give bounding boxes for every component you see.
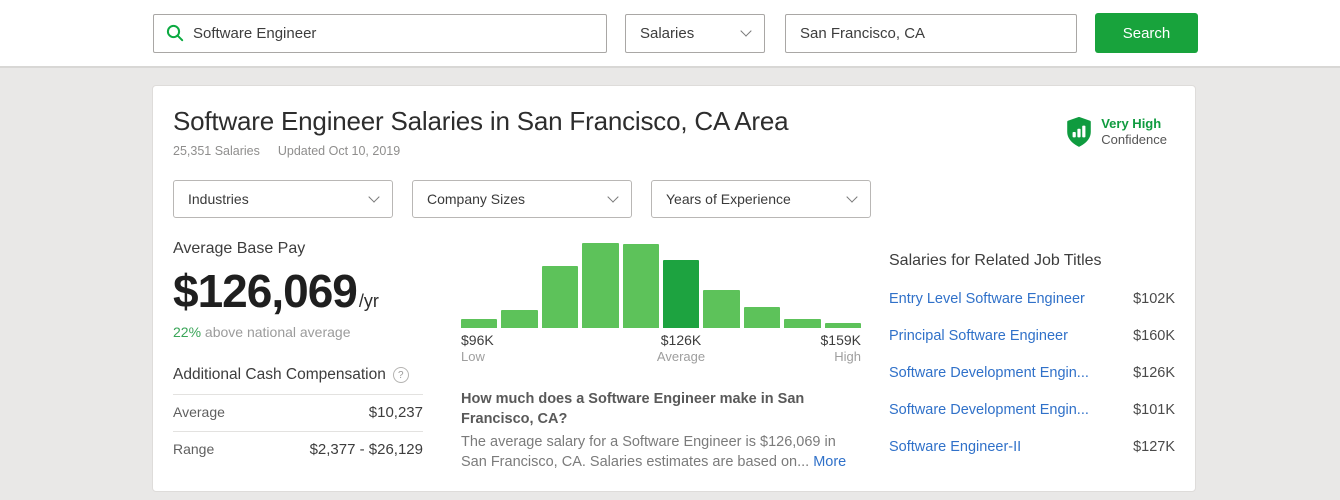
related-title-link[interactable]: Software Development Engin... [889, 402, 1089, 418]
updated-date: Updated Oct 10, 2019 [277, 144, 401, 158]
comp-row-label: Range [173, 441, 215, 457]
confidence-shield-icon [1067, 117, 1092, 148]
related-title-link[interactable]: Software Engineer-II [889, 439, 1022, 455]
related-title-salary: $101K [1133, 402, 1175, 418]
histogram-bar [622, 244, 660, 328]
salary-answer: The average salary for a Software Engine… [461, 432, 861, 473]
comparison-percent: 22% [173, 324, 202, 340]
related-titles-heading: Salaries for Related Job Titles [889, 252, 1102, 269]
search-button[interactable]: Search [1095, 13, 1198, 53]
comp-row-value: $2,377 - $26,129 [309, 441, 423, 458]
category-select-value: Salaries [640, 24, 695, 42]
search-input[interactable] [193, 24, 594, 42]
confidence-level: Very High [1101, 116, 1162, 131]
location-search-field[interactable] [785, 13, 1077, 53]
salary-question: How much does a Software Engineer make i… [461, 391, 805, 427]
related-title-row: Software Development Engin... $101K [889, 402, 1175, 418]
related-title-salary: $102K [1133, 291, 1175, 307]
related-title-salary: $126K [1133, 365, 1175, 381]
confidence-badge: Very High Confidence [1066, 116, 1167, 149]
filter-company-sizes-label: Company Sizes [427, 191, 526, 207]
salary-answer-text: The average salary for a Software Engine… [461, 434, 836, 471]
related-title-row: Software Engineer-II $127K [889, 439, 1175, 455]
comp-row-average: Average $10,237 [173, 394, 423, 421]
confidence-label: Confidence [1101, 132, 1167, 148]
salary-card: Software Engineer Salaries in San Franci… [152, 85, 1196, 492]
histogram-bars [461, 240, 862, 328]
search-icon [166, 24, 184, 42]
filter-years-experience-label: Years of Experience [666, 191, 791, 207]
related-title-link[interactable]: Principal Software Engineer [889, 328, 1068, 344]
chevron-down-icon [368, 191, 380, 203]
histogram-label-high: $159K High [820, 332, 861, 364]
average-base-pay-amount: $126,069 [173, 265, 358, 317]
national-average-comparison: 22% above national average [173, 324, 428, 340]
comp-row-label: Average [173, 404, 225, 420]
related-title-link[interactable]: Entry Level Software Engineer [889, 291, 1085, 307]
top-search-bar: Salaries Search [0, 0, 1340, 68]
histogram-bar [541, 266, 579, 328]
histogram-label-average: $126K Average [656, 332, 706, 364]
category-select[interactable]: Salaries [625, 13, 765, 53]
histogram-bar [703, 290, 740, 328]
related-title-row: Software Development Engin... $126K [889, 365, 1175, 381]
filter-years-experience[interactable]: Years of Experience [651, 180, 871, 218]
histogram-bar [501, 310, 538, 328]
chevron-down-icon [740, 25, 752, 37]
filter-industries-label: Industries [188, 191, 249, 207]
keyword-search-field[interactable] [153, 13, 607, 53]
salaries-count: 25,351 Salaries [173, 144, 260, 158]
chevron-down-icon [846, 191, 858, 203]
related-title-row: Entry Level Software Engineer $102K [889, 291, 1175, 307]
page-title: Software Engineer Salaries in San Franci… [173, 106, 789, 136]
comparison-text: above national average [201, 324, 351, 340]
histogram-bar [663, 260, 700, 328]
chevron-down-icon [607, 191, 619, 203]
related-title-row: Principal Software Engineer $160K [889, 328, 1175, 344]
related-title-link[interactable]: Software Development Engin... [889, 365, 1089, 381]
comp-row-range: Range $2,377 - $26,129 [173, 431, 423, 458]
related-title-salary: $127K [1133, 439, 1175, 455]
additional-comp-title: Additional Cash Compensation [173, 366, 386, 383]
pay-period: /yr [358, 291, 379, 311]
more-link[interactable]: More [813, 454, 847, 471]
help-icon[interactable]: ? [392, 367, 409, 383]
histogram-bar [824, 323, 862, 328]
histogram-bar [743, 307, 781, 328]
histogram-bar [461, 319, 498, 328]
location-input[interactable] [800, 24, 1062, 42]
related-title-salary: $160K [1133, 328, 1175, 344]
histogram-bar [582, 243, 619, 328]
average-base-pay-label: Average Base Pay [173, 240, 306, 257]
comp-row-value: $10,237 [368, 404, 423, 421]
histogram-label-low: $96K Low [461, 332, 494, 364]
filter-industries[interactable]: Industries [173, 180, 393, 218]
filter-company-sizes[interactable]: Company Sizes [412, 180, 632, 218]
histogram-bar [784, 319, 821, 328]
